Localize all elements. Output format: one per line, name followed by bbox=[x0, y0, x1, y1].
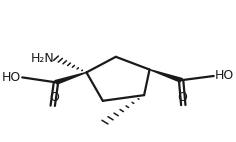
Text: O: O bbox=[177, 91, 187, 104]
Text: HO: HO bbox=[215, 69, 234, 83]
Text: O: O bbox=[49, 91, 59, 104]
Text: H₂N: H₂N bbox=[31, 52, 55, 65]
Polygon shape bbox=[150, 70, 182, 82]
Polygon shape bbox=[55, 72, 86, 84]
Text: HO: HO bbox=[2, 71, 21, 84]
